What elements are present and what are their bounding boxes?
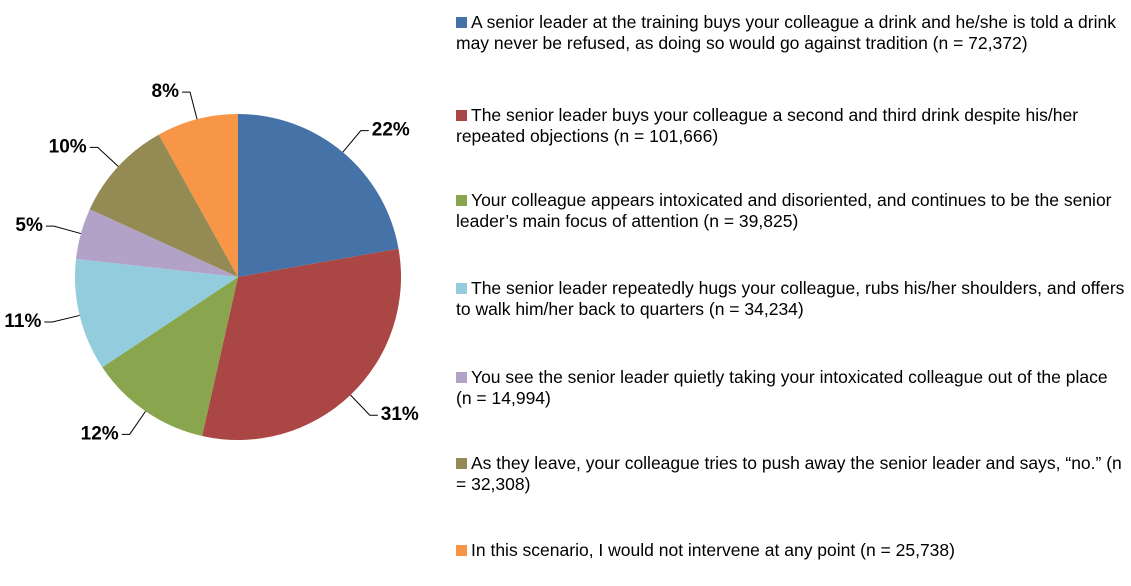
legend-item: Your colleague appears intoxicated and d… <box>456 190 1126 232</box>
data-label: 22% <box>372 120 410 141</box>
legend-label: You see the senior leader quietly taking… <box>456 367 1108 408</box>
legend-label: A senior leader at the training buys you… <box>456 12 1116 53</box>
leader-line <box>182 91 198 120</box>
legend-item: As they leave, your colleague tries to p… <box>456 453 1126 495</box>
data-label: 31% <box>381 404 419 425</box>
pie-slice <box>89 134 239 277</box>
legend-swatch <box>456 17 467 28</box>
legend-item: In this scenario, I would not intervene … <box>456 540 1126 561</box>
legend-item: The senior leader buys your colleague a … <box>456 105 1126 147</box>
legend-label: The senior leader repeatedly hugs your c… <box>456 278 1125 319</box>
legend-swatch <box>456 545 467 556</box>
leader-line <box>342 130 369 153</box>
leader-line <box>44 314 80 323</box>
legend-label: Your colleague appears intoxicated and d… <box>456 190 1112 231</box>
leader-line <box>350 394 378 416</box>
leader-line <box>89 146 119 167</box>
legend-swatch <box>456 110 467 121</box>
legend-item: A senior leader at the training buys you… <box>456 12 1126 54</box>
pie-slice <box>158 114 238 277</box>
leader-line <box>121 410 146 435</box>
legend-item: You see the senior leader quietly taking… <box>456 367 1126 409</box>
legend-swatch <box>456 195 467 206</box>
pie-area: 22% 31% 12% 11% 5% 10% 8% <box>4 81 419 444</box>
legend-label: The senior leader buys your colleague a … <box>456 105 1079 146</box>
legend-swatch <box>456 458 467 469</box>
data-label: 12% <box>81 423 119 444</box>
legend-swatch <box>456 283 467 294</box>
pie-slice <box>202 248 401 440</box>
legend-swatch <box>456 372 467 383</box>
data-label: 8% <box>152 81 180 102</box>
data-label: 11% <box>4 311 41 332</box>
pie-slice <box>74 258 238 368</box>
data-label: 10% <box>49 136 87 157</box>
leader-line <box>45 225 82 235</box>
legend-label: In this scenario, I would not intervene … <box>471 540 955 560</box>
data-label: 5% <box>15 215 43 236</box>
pie-slice <box>238 114 399 277</box>
pie-slice <box>102 277 239 436</box>
pie-slice <box>76 209 238 277</box>
legend-item: The senior leader repeatedly hugs your c… <box>456 278 1126 320</box>
legend-label: As they leave, your colleague tries to p… <box>456 453 1122 494</box>
